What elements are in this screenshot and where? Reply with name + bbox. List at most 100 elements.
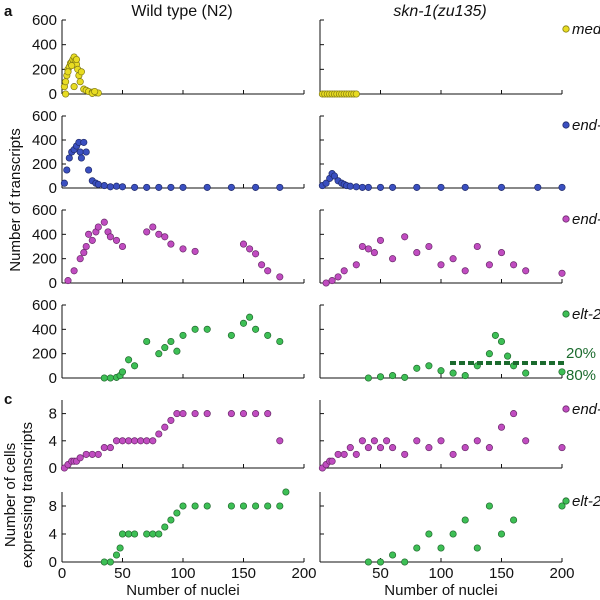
- data-point: [161, 233, 169, 241]
- data-point: [401, 233, 409, 241]
- data-point: [346, 182, 354, 190]
- y-tick-label: 200: [32, 346, 57, 363]
- data-point: [264, 331, 272, 339]
- data-point: [64, 277, 72, 285]
- data-point: [558, 502, 566, 510]
- data-point: [100, 558, 108, 566]
- data-point: [88, 236, 96, 244]
- y-tick-label: 0: [49, 460, 57, 477]
- data-point: [106, 444, 114, 452]
- data-point: [461, 183, 469, 191]
- y-tick-label: 200: [32, 61, 57, 78]
- y-tick-label: 600: [32, 202, 57, 219]
- data-point: [534, 183, 542, 191]
- data-point: [461, 444, 469, 452]
- data-point: [143, 530, 151, 538]
- data-point: [227, 183, 235, 191]
- data-point: [264, 410, 272, 418]
- data-point: [131, 530, 139, 538]
- y-tick-label: 600: [32, 108, 57, 125]
- data-point: [370, 249, 378, 257]
- data-point: [364, 183, 372, 191]
- data-point: [522, 267, 530, 275]
- data-point: [100, 374, 108, 382]
- data-point: [485, 350, 493, 358]
- data-point: [100, 182, 108, 190]
- data-point: [118, 368, 127, 376]
- data-point: [161, 344, 169, 352]
- data-point: [203, 183, 211, 191]
- subplot-2: med-1/2: [318, 19, 600, 98]
- data-point: [65, 154, 73, 162]
- data-point: [491, 331, 499, 339]
- data-point: [173, 347, 181, 355]
- data-point: [118, 183, 127, 191]
- subplot-7: 0 200 400 600: [32, 297, 305, 387]
- data-point: [76, 78, 84, 86]
- col-title-skn1: skn-1(zu135): [393, 3, 486, 20]
- data-point: [322, 279, 330, 287]
- data-point: [179, 410, 187, 418]
- data-point: [239, 410, 248, 418]
- data-point: [252, 250, 260, 258]
- data-point: [191, 410, 199, 418]
- y-tick-label: 0: [49, 370, 57, 387]
- data-point: [497, 249, 506, 257]
- data-point: [522, 437, 530, 445]
- y-tick-label: 8: [49, 406, 57, 423]
- data-point: [179, 331, 187, 339]
- data-point: [328, 457, 336, 465]
- gene-label: elt-2: [572, 306, 600, 323]
- data-point: [118, 242, 127, 251]
- data-point: [328, 277, 336, 285]
- x-tick-label: 150: [489, 565, 514, 582]
- y-tick-label: 200: [32, 156, 57, 173]
- legend-marker: [562, 405, 570, 413]
- data-point: [437, 367, 445, 375]
- data-point: [227, 331, 235, 339]
- data-point: [425, 444, 433, 452]
- data-point: [118, 530, 127, 538]
- data-point: [70, 267, 78, 275]
- data-point: [112, 236, 121, 244]
- data-point: [364, 558, 372, 566]
- data-point: [376, 444, 385, 452]
- data-point: [276, 502, 284, 510]
- subplot-10: end-1: [318, 400, 600, 472]
- data-point: [77, 68, 85, 76]
- data-point: [106, 183, 114, 191]
- gene-label: elt-2: [572, 493, 600, 510]
- y-tick-label: 400: [32, 321, 57, 338]
- y-tick-label: 600: [32, 297, 57, 314]
- data-point: [413, 183, 421, 191]
- col-title-wildtype: Wild type (N2): [131, 3, 232, 20]
- data-point: [461, 267, 469, 275]
- data-point: [389, 183, 397, 191]
- data-point: [522, 369, 530, 377]
- data-point: [358, 437, 366, 445]
- data-point: [68, 62, 76, 70]
- x-tick-label: 150: [231, 565, 256, 582]
- legend-marker: [562, 497, 570, 505]
- data-point: [112, 551, 121, 559]
- data-point: [88, 450, 96, 458]
- data-point: [437, 437, 445, 445]
- data-point: [116, 544, 124, 552]
- data-point: [167, 416, 175, 424]
- data-point: [239, 319, 248, 327]
- subplot-8: elt-2: [319, 304, 600, 382]
- data-point: [389, 444, 397, 452]
- data-point: [131, 183, 139, 191]
- data-point: [143, 183, 151, 191]
- data-point: [276, 183, 284, 191]
- data-point: [413, 249, 421, 257]
- data-point: [77, 154, 85, 162]
- data-point: [173, 509, 181, 517]
- data-point: [449, 450, 457, 458]
- data-point: [64, 68, 72, 76]
- data-point: [143, 437, 151, 445]
- data-point: [497, 337, 506, 346]
- data-point: [264, 502, 272, 510]
- data-point: [330, 172, 339, 180]
- x-axis-label: Number of nuclei: [384, 582, 497, 599]
